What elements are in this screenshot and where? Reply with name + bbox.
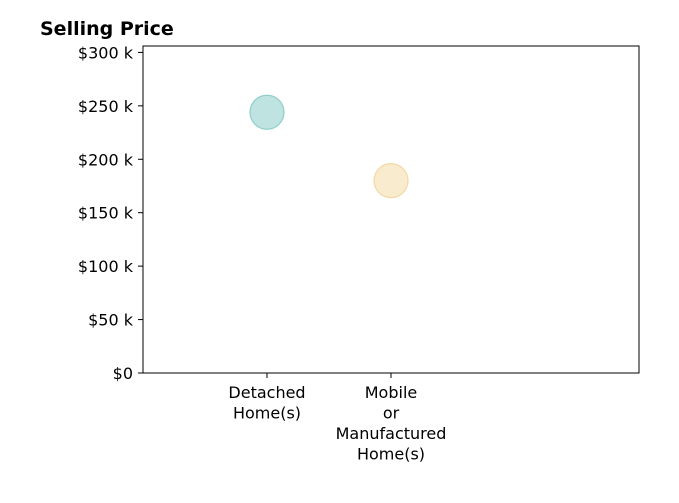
y-tick-label: $150 k xyxy=(78,204,134,223)
y-tick-label: $250 k xyxy=(78,97,134,116)
y-tick-label: $0 xyxy=(113,364,133,383)
plot-area: $0 $50 k $100 k $150 k $200 k $250 k $300 k Det… xyxy=(78,43,640,464)
y-tick-label: $100 k xyxy=(78,257,134,276)
data-point xyxy=(249,94,285,130)
y-tick-label: $200 k xyxy=(78,150,134,169)
x-tick-label: Mobile or Manufactured Home(s) xyxy=(336,383,447,464)
y-tick-label: $300 k xyxy=(78,43,134,62)
data-point xyxy=(373,163,409,199)
x-tick-label: Detached Home(s) xyxy=(228,383,305,423)
plot-frame xyxy=(142,45,640,374)
y-tick-label: $50 k xyxy=(88,311,134,330)
chart-title: Selling Price xyxy=(40,18,174,40)
